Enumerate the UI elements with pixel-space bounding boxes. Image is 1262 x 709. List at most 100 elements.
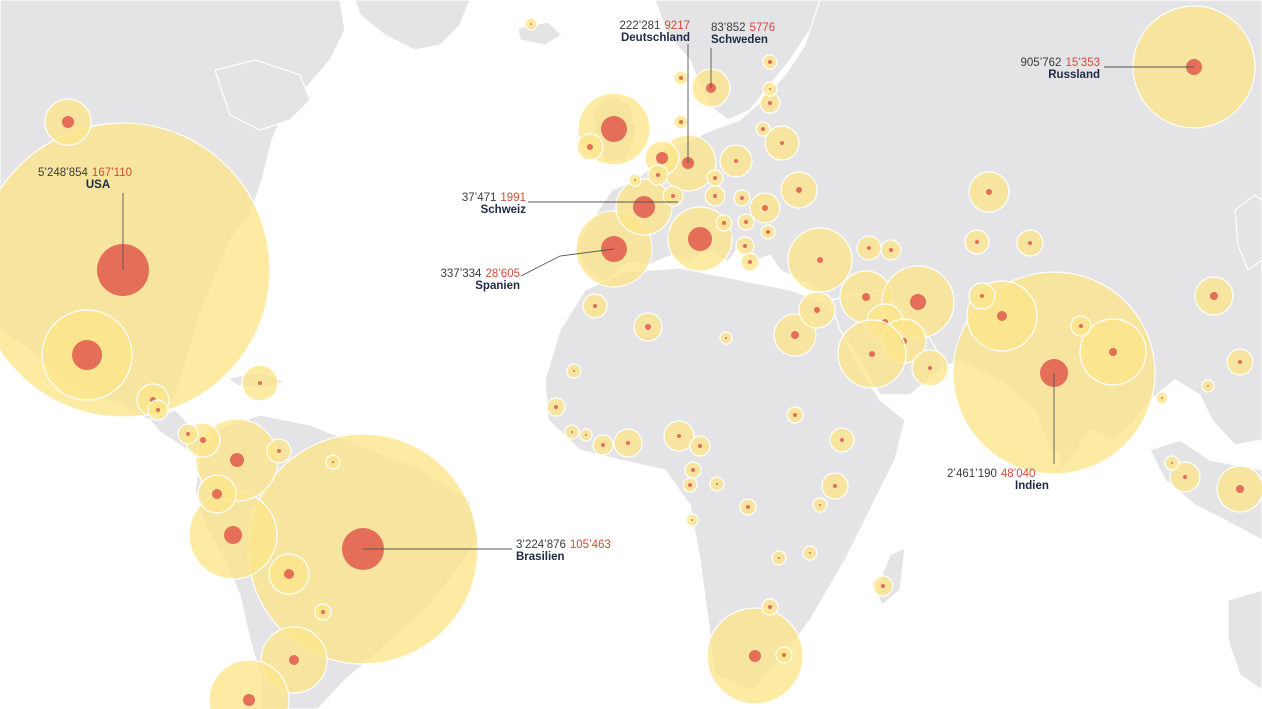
country-deutschland: Deutschland <box>620 32 690 44</box>
deaths-bubble <box>819 504 821 506</box>
land-australia <box>1227 589 1262 691</box>
deaths-bubble <box>258 381 262 385</box>
cases-spanien: 337’334 <box>440 268 482 280</box>
deaths-bubble <box>688 227 712 251</box>
deaths-spanien: 28’605 <box>485 268 520 280</box>
label-russland: 905’762 15’353 Russland <box>990 57 1100 81</box>
deaths-bubble <box>986 189 992 195</box>
label-indien: 2’461’190 48’040 Indien <box>947 468 1063 492</box>
country-russland: Russland <box>1048 69 1100 81</box>
deaths-bubble <box>809 552 811 554</box>
deaths-bubble <box>768 60 772 64</box>
cases-brasilien: 3’224’876 <box>516 539 566 551</box>
deaths-bubble <box>768 605 772 609</box>
deaths-bubble <box>530 23 532 25</box>
deaths-bubble <box>656 173 660 177</box>
leader-lines <box>122 44 1194 550</box>
deaths-bubble <box>716 483 718 485</box>
country-schweiz: Schweiz <box>480 204 526 216</box>
country-indien: Indien <box>1015 480 1049 492</box>
deaths-bubble <box>72 340 102 370</box>
leader-spanien <box>520 248 615 277</box>
deaths-brasilien: 105’463 <box>569 539 611 551</box>
deaths-bubble <box>277 449 281 453</box>
deaths-bubble <box>782 653 786 657</box>
deaths-bubble <box>62 116 74 128</box>
deaths-bubble <box>749 650 761 662</box>
deaths-bubble <box>768 101 772 105</box>
deaths-bubble <box>910 294 926 310</box>
deaths-bubble <box>793 413 797 417</box>
land-greenland <box>354 0 471 51</box>
deaths-bubble <box>817 257 823 263</box>
deaths-bubble <box>1183 475 1187 479</box>
label-schweden: 83’852 5776 Schweden <box>711 22 775 46</box>
deaths-bubble <box>573 370 575 372</box>
deaths-russland: 15’353 <box>1065 57 1100 69</box>
deaths-bubble <box>156 408 160 412</box>
deaths-bubble <box>975 240 979 244</box>
deaths-bubble <box>656 152 668 164</box>
deaths-indien: 48’040 <box>1000 468 1036 480</box>
land-japan <box>1234 194 1262 271</box>
deaths-bubble <box>1207 385 1209 387</box>
deaths-schweiz: 1991 <box>500 192 526 204</box>
deaths-bubble <box>744 220 748 224</box>
deaths-bubble <box>761 127 765 131</box>
deaths-bubble <box>928 366 932 370</box>
cases-schweiz: 37’471 <box>461 192 497 204</box>
deaths-bubble <box>224 526 242 544</box>
deaths-bubble <box>833 484 837 488</box>
deaths-bubble <box>780 141 784 145</box>
deaths-bubble <box>212 489 222 499</box>
deaths-bubble <box>230 453 244 467</box>
deaths-bubble <box>725 337 727 339</box>
deaths-bubble <box>840 438 844 442</box>
deaths-bubble <box>601 443 605 447</box>
deaths-bubble <box>997 311 1007 321</box>
label-deutschland: 222’281 9217 Deutschland <box>592 20 690 44</box>
deaths-bubble <box>740 196 744 200</box>
deaths-bubble <box>186 432 190 436</box>
deaths-bubble <box>585 434 587 436</box>
deaths-bubble <box>571 431 573 433</box>
label-brasilien: 3’224’876 105’463 Brasilien <box>516 539 611 563</box>
label-spanien: 337’334 28’605 Spanien <box>412 268 520 292</box>
deaths-bubble <box>321 610 325 614</box>
deaths-bubble <box>746 505 750 509</box>
deaths-bubble <box>332 461 334 463</box>
deaths-bubble <box>1161 397 1163 399</box>
deaths-bubble <box>1238 360 1242 364</box>
deaths-bubble <box>688 483 692 487</box>
deaths-bubble <box>889 248 893 252</box>
country-brasilien: Brasilien <box>516 551 565 563</box>
cases-usa: 5’248’854 <box>38 167 88 179</box>
deaths-bubble <box>1028 241 1032 245</box>
deaths-bubble <box>698 444 702 448</box>
country-spanien: Spanien <box>475 280 520 292</box>
cases-indien: 2’461’190 <box>947 468 997 480</box>
deaths-bubble <box>1079 324 1083 328</box>
deaths-bubble <box>766 230 770 234</box>
deaths-bubble <box>722 221 726 225</box>
deaths-bubble <box>200 437 206 443</box>
cases-russland: 905’762 <box>1020 57 1062 69</box>
deaths-bubble <box>645 324 651 330</box>
deaths-bubble <box>284 569 294 579</box>
deaths-bubble <box>743 244 747 248</box>
deaths-bubble <box>980 294 984 298</box>
deaths-bubble <box>289 655 299 665</box>
cases-deutschland: 222’281 <box>619 20 661 32</box>
deaths-bubble <box>778 557 780 559</box>
country-usa: USA <box>85 179 111 191</box>
label-schweiz: 37’471 1991 Schweiz <box>432 192 526 216</box>
deaths-bubble <box>748 260 752 264</box>
deaths-bubble <box>587 144 593 150</box>
deaths-schweden: 5776 <box>749 22 776 34</box>
deaths-bubble <box>593 304 597 308</box>
cases-bubble <box>208 659 290 709</box>
deaths-deutschland: 9217 <box>664 20 690 32</box>
deaths-bubble <box>691 519 693 521</box>
